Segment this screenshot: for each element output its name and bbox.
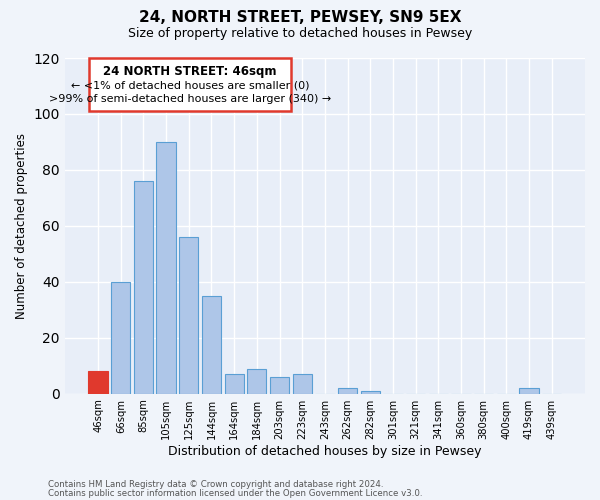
Bar [520, 388, 539, 394]
Text: 24, NORTH STREET, PEWSEY, SN9 5EX: 24, NORTH STREET, PEWSEY, SN9 5EX [139, 10, 461, 25]
Bar [224, 374, 244, 394]
Text: Size of property relative to detached houses in Pewsey: Size of property relative to detached ho… [128, 28, 472, 40]
Y-axis label: Number of detached properties: Number of detached properties [15, 133, 28, 319]
Bar [202, 296, 221, 394]
Bar [293, 374, 312, 394]
Text: ← <1% of detached houses are smaller (0): ← <1% of detached houses are smaller (0) [71, 80, 309, 90]
Text: 24 NORTH STREET: 46sqm: 24 NORTH STREET: 46sqm [103, 65, 277, 78]
Bar [361, 391, 380, 394]
Text: Contains public sector information licensed under the Open Government Licence v3: Contains public sector information licen… [48, 488, 422, 498]
FancyBboxPatch shape [89, 58, 291, 111]
Text: Contains HM Land Registry data © Crown copyright and database right 2024.: Contains HM Land Registry data © Crown c… [48, 480, 383, 489]
Bar [111, 282, 130, 394]
Bar [247, 368, 266, 394]
Bar [179, 237, 199, 394]
Bar [338, 388, 357, 394]
X-axis label: Distribution of detached houses by size in Pewsey: Distribution of detached houses by size … [168, 444, 482, 458]
Text: >99% of semi-detached houses are larger (340) →: >99% of semi-detached houses are larger … [49, 94, 331, 104]
Bar [157, 142, 176, 394]
Bar [88, 372, 108, 394]
Bar [134, 181, 153, 394]
Bar [270, 377, 289, 394]
